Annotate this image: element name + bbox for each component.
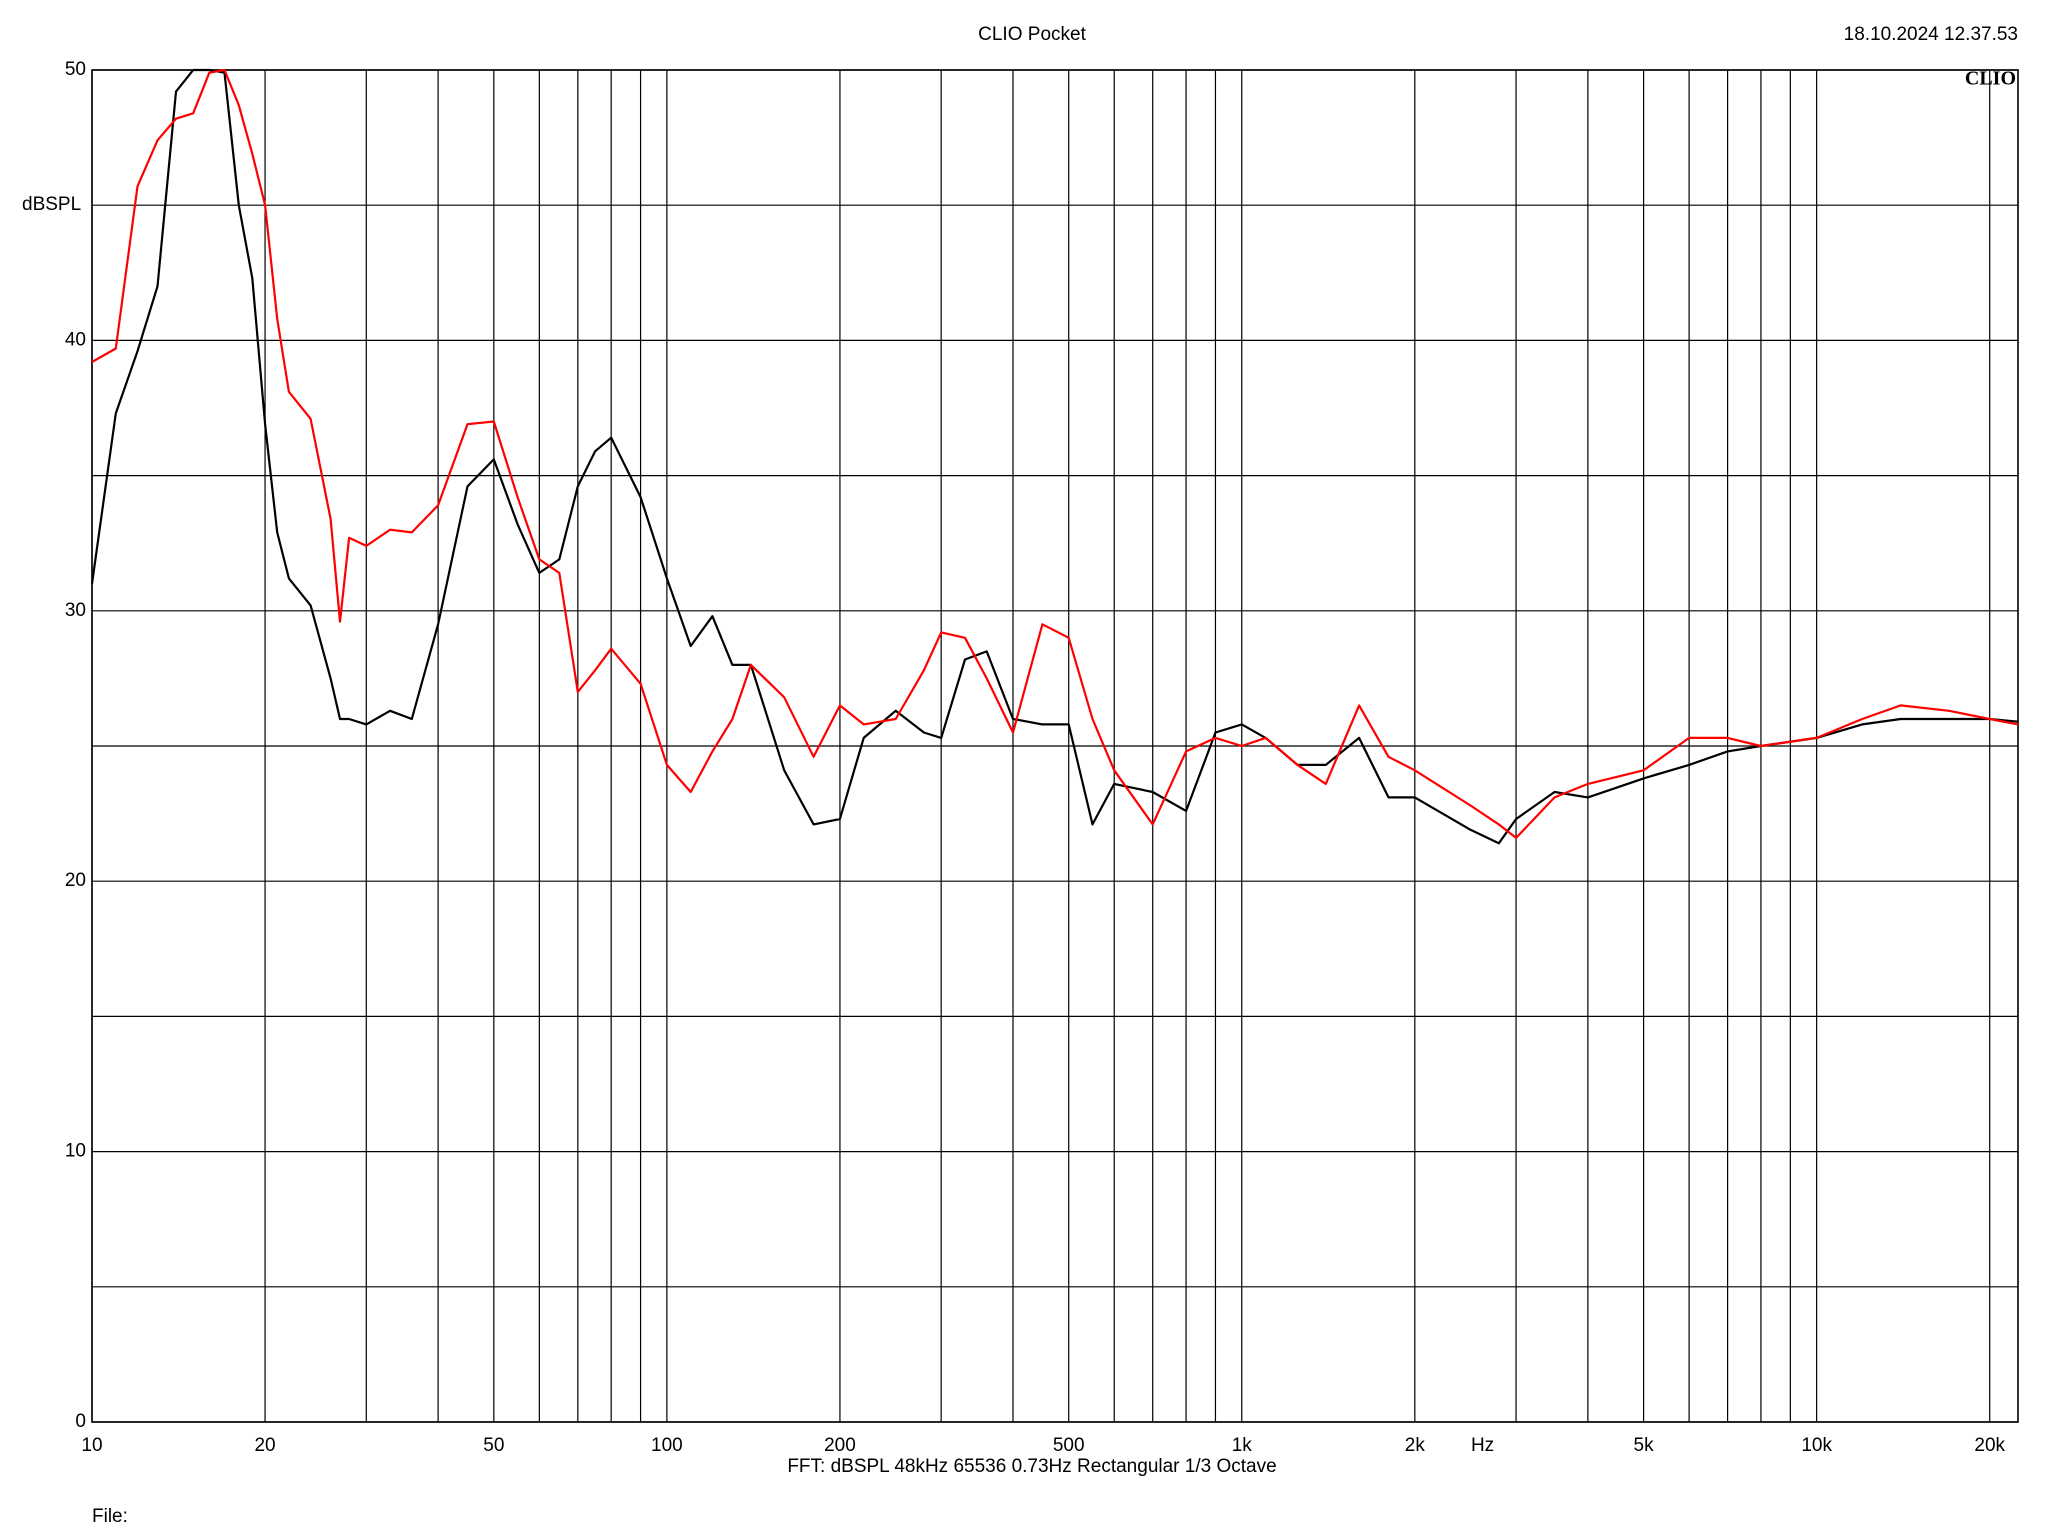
footer: FFT: dBSPL 48kHz 65536 0.73Hz Rectangula… xyxy=(787,1456,1276,1477)
chart-title: CLIO Pocket xyxy=(978,24,1086,45)
series-line xyxy=(90,68,2019,845)
plot-frame xyxy=(91,69,2019,1423)
x-tick-label: 10 xyxy=(81,1435,102,1456)
x-tick-label: 20k xyxy=(1974,1435,2005,1456)
x-tick-label: 10k xyxy=(1801,1435,1832,1456)
x-tick-label: 200 xyxy=(824,1435,856,1456)
x-tick-label: 500 xyxy=(1053,1435,1085,1456)
series-line xyxy=(91,68,2019,839)
x-tick-label: 2k xyxy=(1405,1435,1426,1456)
x-tick-label: 5k xyxy=(1634,1435,1655,1456)
x-tick-label: 100 xyxy=(651,1435,683,1456)
y-tick-label: 50 xyxy=(65,59,86,80)
y-tick-label: 40 xyxy=(65,329,86,350)
y-tick-label: 10 xyxy=(65,1141,86,1162)
y-tick-label: 20 xyxy=(65,870,86,891)
y-tick-label: 0 xyxy=(75,1411,86,1432)
x-axis-label: Hz xyxy=(1471,1435,1494,1456)
x-tick-label: 1k xyxy=(1232,1435,1253,1456)
x-tick-label: 50 xyxy=(483,1435,504,1456)
y-axis-label: dBSPL xyxy=(22,194,81,215)
y-tick-label: 30 xyxy=(65,600,86,621)
x-tick-label: 20 xyxy=(254,1435,275,1456)
timestamp: 18.10.2024 12.37.53 xyxy=(1844,24,2018,45)
logo: CLIO xyxy=(1965,68,2016,90)
file-label: File: xyxy=(92,1506,128,1527)
